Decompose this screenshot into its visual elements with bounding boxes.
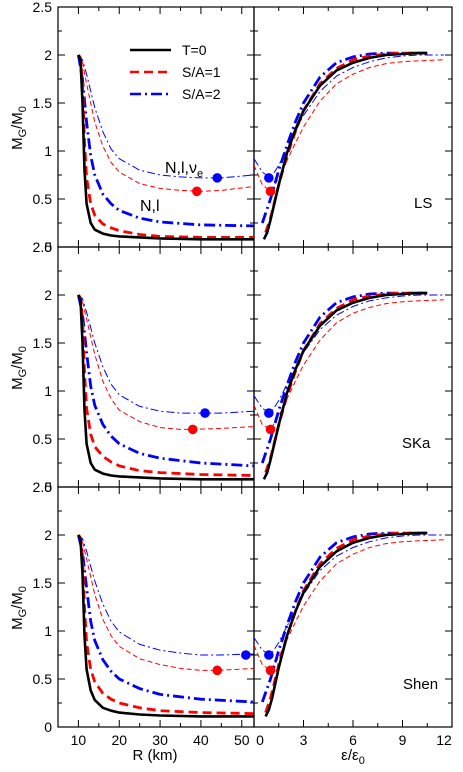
y-tick-label: 0 (44, 479, 52, 495)
series-line-s2-thin-shen-right (254, 534, 444, 656)
marker-s2-dot-ls-left (212, 173, 223, 183)
series-line-s2-thick-ls-left (77, 54, 254, 228)
y-tick-label: 1.5 (33, 335, 53, 351)
curves (77, 51, 444, 718)
y-tick-label: 2 (44, 527, 52, 543)
marker-s2-dot-ls-right (264, 173, 274, 183)
x-axis-label-right: ε/ε0 (341, 747, 365, 767)
y-tick-label: 1.5 (33, 575, 53, 591)
y-axis-label-row2: MG/M0 (9, 346, 29, 390)
marker-s2-dot-ska-right (264, 408, 274, 418)
y-tick-label: 2 (44, 287, 52, 303)
legend-label-s2: S/A=2 (182, 86, 221, 102)
y-tick-label: 2.5 (33, 479, 53, 495)
x-tick-label-right: 9 (399, 732, 407, 748)
panel-label-ska: SKa (402, 435, 431, 452)
annotation-nl: N,l (140, 198, 160, 215)
y-tick-label: 1 (44, 623, 52, 639)
marker-s1-dot-shen-right (265, 665, 276, 676)
series-line-s2-thick-ls-right (260, 51, 428, 224)
series-line-t0-shen-right (264, 531, 428, 717)
series-line-s2-thick-ska-right (260, 291, 428, 464)
y-axis-label-row3: MG/M0 (9, 586, 29, 630)
legend-label-s1: S/A=1 (182, 64, 221, 80)
y-tick-label: 1.5 (33, 95, 53, 111)
x-tick-label-right: 6 (349, 732, 357, 748)
series-line-s1-thin-ska-right (254, 299, 444, 430)
y-tick-label: 2.5 (33, 239, 53, 255)
series-line-t0-ska-left (77, 294, 254, 481)
marker-s2-dot-shen-left (241, 650, 251, 660)
y-tick-label: 0 (44, 719, 52, 735)
series-line-s1-thin-ska-left (77, 294, 254, 430)
annotation-nlnu: N,l,νe (165, 160, 203, 180)
x-tick-label-left: 10 (71, 732, 87, 748)
marker-s2-dot-ska-left (200, 408, 210, 418)
series-line-s1-thin-shen-left (77, 534, 254, 671)
panel-frame (57, 486, 255, 728)
panel-label-shen: Shen (403, 676, 438, 693)
series-line-t0-ls-left (77, 54, 254, 241)
y-tick-label: 0.5 (33, 671, 53, 687)
series-line-s1-thick-ska-left (77, 294, 254, 477)
x-tick-label-left: 40 (193, 732, 209, 748)
marker-s1-dot-ls-left (192, 186, 202, 197)
x-tick-label-left: 50 (234, 732, 250, 748)
series-line-s1-thick-ls-right (264, 51, 428, 234)
series-line-s1-thick-ska-right (264, 291, 428, 474)
y-tick-label: 1 (44, 143, 52, 159)
series-line-s1-thick-shen-left (77, 534, 254, 715)
y-tick-label: 0 (44, 239, 52, 255)
y-tick-label: 2.5 (33, 0, 53, 15)
y-axis-label-row1: MG/M0 (9, 106, 29, 150)
series-line-t0-shen-left (77, 534, 254, 718)
y-tick-label: 2 (44, 47, 52, 63)
series-line-s1-thick-shen-right (264, 531, 428, 714)
annotation-nlnu-main: N,l,ν (165, 160, 197, 177)
series-line-s2-thin-ls-left (78, 54, 254, 179)
series-line-t0-ls-right (262, 51, 428, 240)
annotation-nlnu-sub: e (197, 168, 203, 180)
series-line-s2-thin-ls-right (254, 54, 444, 179)
series-line-s2-thick-ska-left (77, 294, 254, 468)
legend: T=0 S/A=1 S/A=2 (130, 42, 221, 102)
y-tick-label: 0.5 (33, 431, 53, 447)
marker-s2-dot-shen-right (264, 650, 274, 660)
axes-frames (57, 6, 453, 728)
marker-s1-dot-ska-right (265, 424, 276, 435)
series-line-t0-ska-right (262, 291, 428, 480)
marker-s1-dot-ls-right (265, 186, 276, 197)
y-tick-label: 0.5 (33, 191, 53, 207)
marker-s1-dot-ska-left (187, 424, 198, 435)
x-tick-label-right: 12 (436, 732, 452, 748)
marker-s1-dot-shen-left (212, 665, 223, 676)
markers (187, 173, 276, 676)
series-line-s1-thick-ls-left (77, 54, 254, 239)
series-line-s2-thick-shen-right (260, 531, 428, 703)
panel-label-ls: LS (414, 195, 432, 212)
x-axis-label-left: R (km) (133, 747, 178, 764)
series-line-s2-thin-shen-left (78, 534, 254, 656)
series-line-s2-thin-ska-left (78, 294, 254, 414)
legend-label-t0: T=0 (182, 42, 207, 58)
y-tick-label: 1 (44, 383, 52, 399)
x-tick-label-left: 30 (152, 732, 168, 748)
x-tick-label-right: 0 (256, 732, 264, 748)
x-tick-label-right: 3 (300, 732, 308, 748)
series-line-s2-thick-shen-left (77, 534, 254, 704)
x-tick-label-left: 20 (111, 732, 127, 748)
